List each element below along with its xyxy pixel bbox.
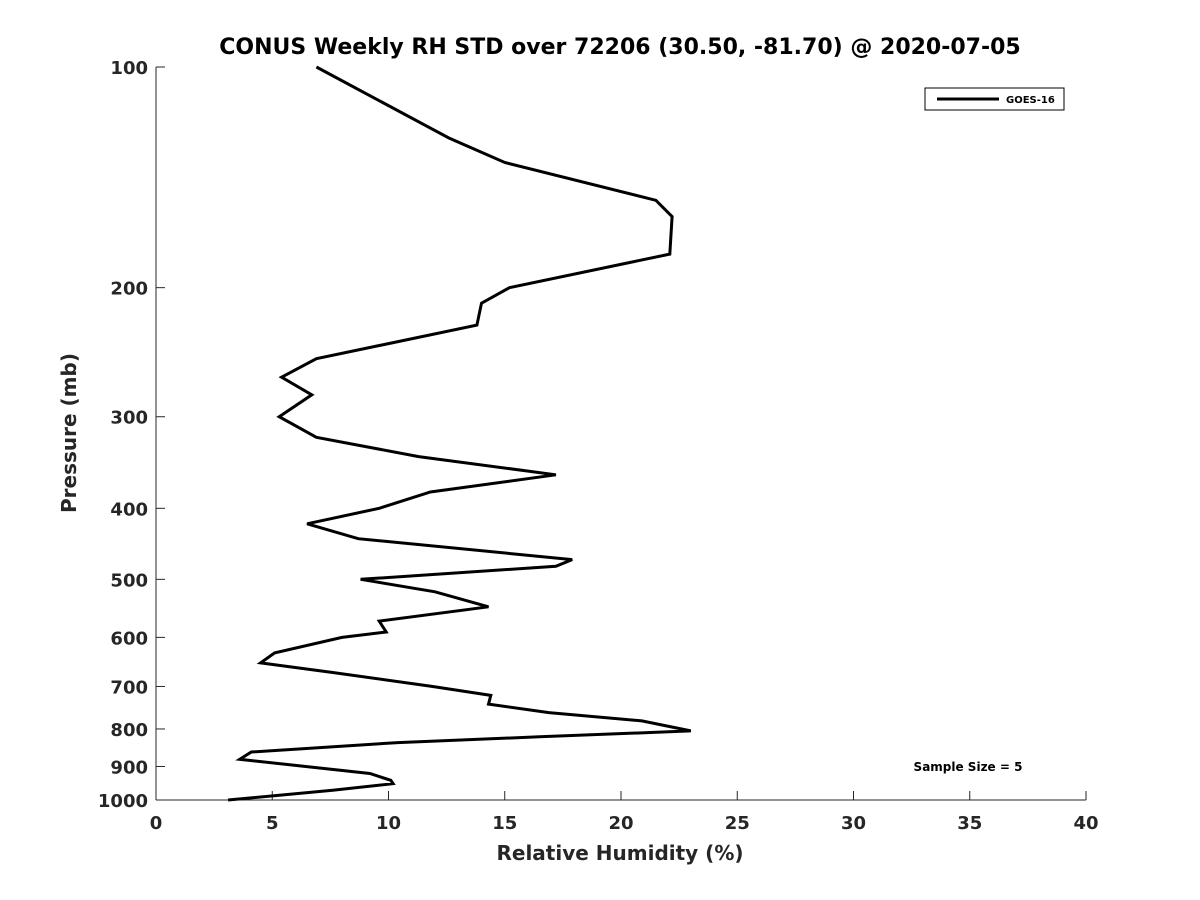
chart-title: CONUS Weekly RH STD over 72206 (30.50, -… bbox=[219, 35, 1020, 60]
x-tick-label: 35 bbox=[957, 813, 982, 834]
x-tick-label: 40 bbox=[1073, 813, 1098, 834]
x-tick-label: 15 bbox=[492, 813, 517, 834]
x-tick-label: 20 bbox=[608, 813, 633, 834]
x-tick-label: 25 bbox=[725, 813, 750, 834]
y-tick-label: 100 bbox=[110, 58, 148, 79]
y-tick-label: 700 bbox=[110, 677, 148, 698]
x-tick-label: 30 bbox=[841, 813, 866, 834]
y-tick-label: 600 bbox=[110, 628, 148, 649]
x-axis-label: Relative Humidity (%) bbox=[496, 841, 743, 865]
y-tick-label: 500 bbox=[110, 570, 148, 591]
x-axis-ticks: 0 5 10 15 20 25 30 35 40 bbox=[150, 791, 1099, 834]
series-line bbox=[227, 65, 692, 802]
x-tick-label: 0 bbox=[150, 813, 163, 834]
plot-area bbox=[156, 67, 1086, 800]
y-tick-label: 300 bbox=[110, 408, 148, 429]
x-tick-label: 10 bbox=[376, 813, 401, 834]
y-tick-label: 400 bbox=[110, 499, 148, 520]
y-tick-label: 200 bbox=[110, 279, 148, 300]
x-tick-label: 5 bbox=[266, 813, 279, 834]
sample-size-annotation: Sample Size = 5 bbox=[914, 760, 1023, 774]
y-tick-label: 1000 bbox=[98, 791, 148, 812]
y-tick-label: 900 bbox=[110, 757, 148, 778]
y-tick-label: 800 bbox=[110, 720, 148, 741]
series-layer bbox=[227, 65, 692, 802]
y-axis-label: Pressure (mb) bbox=[57, 353, 81, 513]
legend-entry-label: GOES-16 bbox=[1006, 95, 1055, 106]
y-axis-ticks: 100 200 300 400 500 600 700 800 900 1000 bbox=[98, 58, 165, 812]
legend: GOES-16 bbox=[924, 87, 1065, 111]
